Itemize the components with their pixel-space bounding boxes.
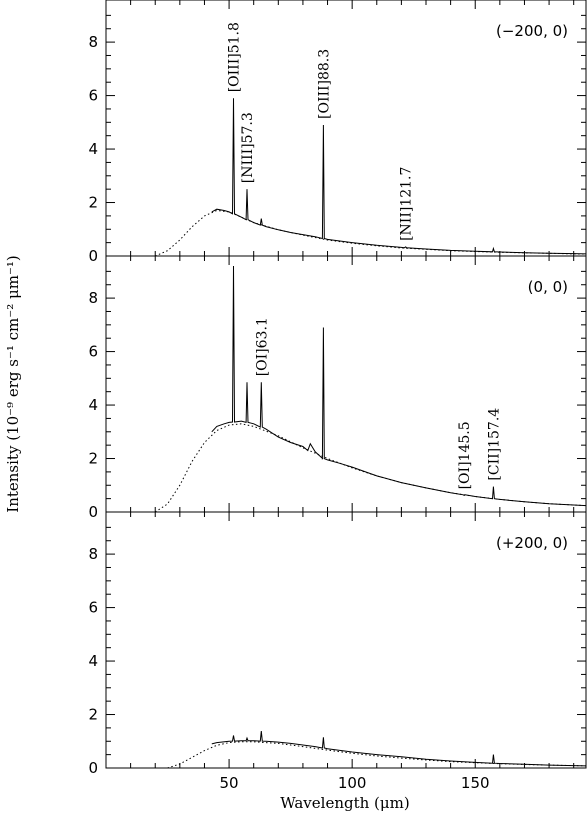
panel-3: 0 2 4 6 8 50 100 150 (+200, 0) <box>88 511 587 792</box>
y-tick-label: 4 <box>88 140 98 158</box>
line-label: [NIII]57.3 <box>240 112 256 183</box>
position-label: (−200, 0) <box>496 22 568 40</box>
y-tick-label: 6 <box>88 599 98 617</box>
y-tick-label: 6 <box>88 343 98 361</box>
y-tick-label: 4 <box>88 396 98 414</box>
continuum-model-curve <box>155 209 587 257</box>
panel-frame <box>105 511 587 769</box>
x-axis-label: Wavelength (μm) <box>280 794 409 812</box>
position-label: (+200, 0) <box>496 534 568 552</box>
y-tick-label: 2 <box>88 194 98 212</box>
line-label: [OI]63.1 <box>254 317 270 376</box>
x-tick-label: 150 <box>461 774 490 792</box>
panel-1: 0 2 4 6 8 [OIII]51.8 [NIII]57.3 [OIII]88.3 [NII]… <box>88 0 587 265</box>
y-tick-label: 0 <box>88 503 98 521</box>
y-tick-label: 2 <box>88 706 98 724</box>
y-tick-label: 8 <box>88 33 98 51</box>
y-tick-label: 8 <box>88 545 98 563</box>
panels: 0 2 4 6 8 [OIII]51.8 [NIII]57.3 [OIII]88.3 [NII]… <box>88 0 587 792</box>
line-label: [CII]157.4 <box>486 408 502 481</box>
observed-spectrum <box>211 731 587 767</box>
y-tick-label: 6 <box>88 87 98 105</box>
panel-2: 0 2 4 6 8 [OI]63.1 [OI]145.5 [CII]157.4 (0, 0) <box>88 255 587 521</box>
y-axis-label: Intensity (10⁻⁹ erg s⁻¹ cm⁻² μm⁻¹) <box>4 255 22 512</box>
continuum-model-curve <box>154 423 587 513</box>
y-tick-label: 2 <box>88 450 98 468</box>
y-tick-label: 4 <box>88 652 98 670</box>
line-label: [NII]121.7 <box>399 167 415 241</box>
position-label: (0, 0) <box>528 278 568 296</box>
observed-spectrum <box>211 98 587 255</box>
x-tick-label: 100 <box>338 774 367 792</box>
line-label: [OIII]51.8 <box>227 22 243 92</box>
line-label: [OIII]88.3 <box>316 49 332 119</box>
y-tick-label: 0 <box>88 247 98 265</box>
observed-spectrum <box>211 265 587 507</box>
y-tick-label: 0 <box>88 759 98 777</box>
y-tick-label: 8 <box>88 289 98 307</box>
panel-frame <box>105 255 587 513</box>
line-label: [OI]145.5 <box>457 421 473 489</box>
x-tick-label: 50 <box>220 774 239 792</box>
